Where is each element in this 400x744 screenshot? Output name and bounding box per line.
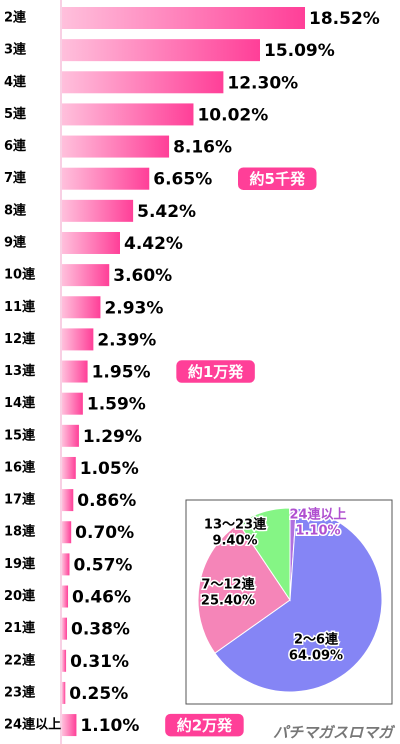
value-label: 1.05% (80, 459, 139, 479)
value-label: 1.59% (87, 395, 146, 415)
category-label: 17連 (4, 492, 36, 508)
value-label: 5.42% (137, 202, 196, 222)
value-label: 2.93% (104, 298, 163, 318)
category-label: 18連 (4, 524, 36, 540)
bar (62, 71, 224, 94)
category-label: 3連 (4, 42, 27, 58)
bar (62, 360, 88, 383)
pie-label: 2〜6連 (294, 632, 339, 648)
annotation: 約5千発 (250, 170, 306, 188)
bar (62, 328, 94, 351)
category-label: 22連 (4, 652, 36, 668)
watermark: パチマガスロマガ (273, 724, 396, 742)
pie-slice (197, 522, 291, 654)
value-label: 0.70% (75, 523, 134, 543)
bar (62, 681, 66, 704)
value-label: 18.52% (309, 9, 380, 29)
category-label: 19連 (4, 556, 36, 572)
pie-slice (238, 507, 291, 602)
category-label: 20連 (4, 588, 36, 604)
pie-label: 7〜12連 (201, 577, 255, 593)
bar (62, 714, 77, 737)
bar (62, 103, 194, 126)
bar (62, 392, 83, 415)
value-label: 10.02% (197, 105, 268, 125)
value-label: 8.16% (173, 138, 232, 158)
value-label: 1.10% (80, 716, 139, 736)
bar (62, 456, 76, 479)
category-label: 7連 (4, 170, 27, 186)
category-label: 5連 (4, 106, 27, 122)
pie-value-label: 1.10% (295, 524, 340, 539)
category-label: 9連 (4, 234, 27, 250)
category-label: 12連 (4, 331, 36, 347)
value-label: 0.25% (69, 684, 128, 704)
category-label: 10連 (4, 267, 36, 283)
bar (62, 585, 69, 608)
bar (62, 489, 74, 512)
bar (62, 521, 72, 544)
bar (62, 617, 67, 640)
category-label: 4連 (4, 74, 27, 90)
category-label: 16連 (4, 459, 36, 475)
value-label: 1.95% (92, 363, 151, 383)
category-label: 11連 (4, 299, 36, 315)
annotation-box (236, 165, 319, 192)
bar (62, 424, 79, 447)
value-label: 4.42% (124, 234, 183, 254)
bar (62, 296, 101, 319)
bar (62, 649, 67, 672)
category-label: 14連 (4, 395, 36, 411)
value-label: 15.09% (264, 41, 335, 61)
annotation: 約1万発 (188, 363, 244, 381)
bar (62, 7, 305, 29)
category-label: 24連以上 (4, 717, 61, 733)
value-label: 0.31% (70, 652, 129, 672)
value-label: 2.39% (97, 330, 156, 350)
value-label: 1.29% (83, 427, 142, 447)
pie-label: 13〜23連 (204, 517, 267, 533)
category-label: 21連 (4, 620, 36, 636)
pie-value-label: 9.40% (212, 534, 257, 549)
bar (62, 264, 110, 287)
bar (62, 39, 260, 62)
pie-slice (214, 507, 383, 693)
bar (62, 553, 70, 576)
bar (62, 231, 120, 254)
category-label: 8連 (4, 202, 27, 218)
bar (62, 135, 170, 158)
annotation-box (174, 358, 257, 385)
value-label: 0.38% (71, 620, 130, 640)
value-label: 0.46% (72, 588, 131, 608)
value-label: 6.65% (153, 170, 212, 190)
value-label: 0.86% (77, 491, 136, 511)
pie-value-label: 64.09% (289, 649, 343, 664)
category-label: 15連 (4, 427, 36, 443)
value-label: 3.60% (113, 266, 172, 286)
value-label: 12.30% (227, 73, 298, 93)
bar (62, 199, 134, 222)
value-label: 0.57% (73, 555, 132, 575)
category-label: 6連 (4, 138, 27, 154)
annotation-box (163, 712, 246, 738)
pie-label: 24連以上 (289, 507, 346, 523)
pie-value-label: 25.40% (201, 594, 255, 609)
annotation: 約2万発 (177, 717, 233, 735)
category-label: 13連 (4, 363, 36, 379)
bar (62, 167, 150, 190)
category-label: 23連 (4, 684, 36, 700)
category-label: 2連 (4, 10, 27, 26)
